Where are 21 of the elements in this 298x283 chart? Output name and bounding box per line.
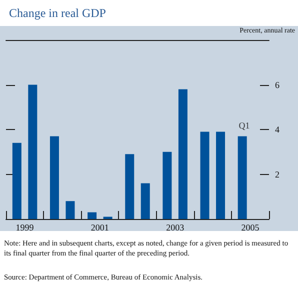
bar (66, 201, 75, 219)
bar (216, 132, 226, 219)
bar (178, 89, 188, 219)
x-tick-label: 1999 (16, 222, 34, 232)
bar (28, 84, 38, 219)
x-tick-label: 2005 (241, 222, 260, 232)
bar (125, 154, 134, 219)
y-tick-label: 2 (275, 169, 280, 180)
bar (140, 183, 150, 219)
x-tick-label: 2003 (166, 222, 185, 232)
bar (162, 152, 172, 219)
bar (50, 136, 59, 219)
bar (238, 136, 247, 219)
bar (88, 212, 97, 219)
x-tick-label: 2001 (90, 222, 109, 232)
annotation: Q1 (238, 120, 250, 131)
bar (12, 142, 22, 219)
y-tick-label: 6 (275, 80, 280, 90)
chart-title: Change in real GDP (9, 6, 106, 20)
bar (200, 132, 210, 219)
y-tick-label: 4 (275, 124, 280, 134)
